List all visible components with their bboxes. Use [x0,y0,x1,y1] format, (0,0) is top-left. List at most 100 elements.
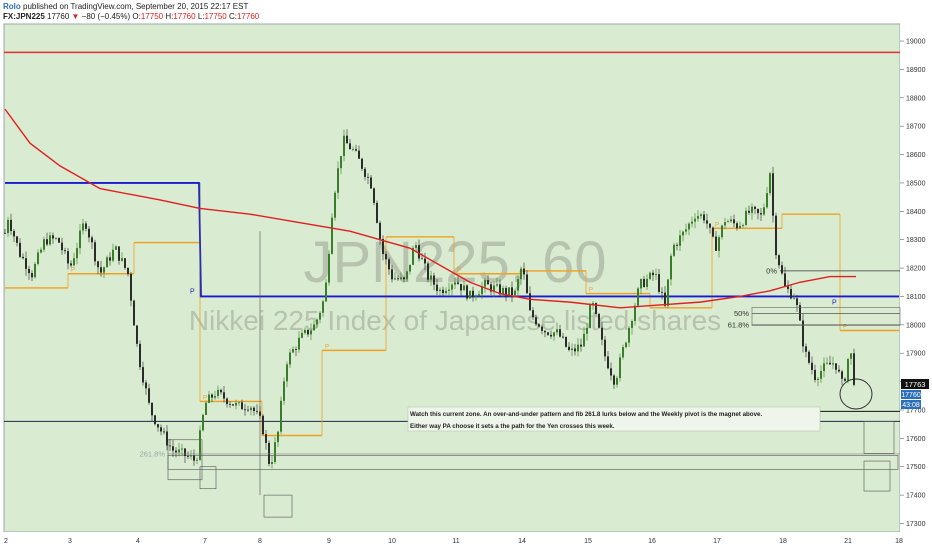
candle-body [379,222,381,239]
candle-body [343,135,345,157]
current-price-value: 17763 [905,380,926,389]
candle-body [385,254,387,260]
candle-body [847,358,849,381]
candle-body [286,364,288,382]
candle-body [691,221,693,224]
candle-body [166,431,168,446]
open-value: 17750 [140,12,164,21]
pivot-marker: P [71,268,75,274]
candle-body [811,362,813,370]
price-axis[interactable] [900,24,932,532]
candle-body [346,135,348,144]
y-tick-label: 17900 [906,351,926,358]
candle-body [538,324,540,327]
candle-body [34,263,36,278]
candle-body [706,220,708,224]
candle-body [253,407,255,412]
candle-body [784,273,786,287]
change-value: −80 (−0.45%) [81,12,131,21]
candle-body [553,332,555,337]
candle-body [499,284,501,295]
candle-body [646,278,648,287]
time-axis[interactable] [0,532,932,550]
x-tick-label: 10 [388,538,396,545]
candle-body [769,173,771,194]
pivot-marker: P [203,395,207,401]
candle-body [37,252,39,264]
candle-body [544,330,546,333]
candle-body [667,279,669,306]
open-label: O: [132,12,141,21]
candle-body [463,285,465,291]
candle-body [73,258,75,266]
candle-body [70,263,72,266]
candle-body [820,371,822,379]
candle-body [235,402,237,406]
candle-body [103,267,105,273]
candle-body [670,255,672,280]
x-tick-label: 16 [648,538,656,545]
plot-area[interactable] [3,23,901,533]
weekly-pivot-marker: P [190,288,195,295]
chart-header: Rolo published on TradingView.com, Septe… [3,2,259,22]
candle-body [412,247,414,265]
candle-body [169,445,171,447]
candle-body [853,353,855,385]
published-info: published on TradingView.com, September … [23,2,249,11]
candle-body [457,282,459,285]
candle-body [535,317,537,325]
candle-body [76,248,78,259]
y-tick-label: 19000 [906,39,926,46]
x-tick-label: 18 [895,538,903,545]
x-tick-label: 8 [258,538,262,545]
candle-body [676,244,678,246]
x-tick-label: 18 [779,538,787,545]
symbol-label[interactable]: FX:JPN225 [3,12,45,21]
author-name[interactable]: Rolo [3,2,21,11]
candle-body [589,305,591,328]
candle-body [358,150,360,159]
x-tick-label: 14 [518,538,526,545]
candle-body [307,329,309,335]
candle-body [94,242,96,262]
candle-body [739,225,741,229]
candle-body [835,363,837,370]
candle-body [46,239,48,245]
candle-body [280,400,282,432]
candle-body [526,274,528,294]
high-label: H: [165,12,174,21]
fib-label: 50% [734,309,749,318]
highlight-box [167,455,899,470]
candle-body [328,253,330,283]
annotation-box[interactable] [407,406,821,432]
candle-body [511,287,513,296]
candle-body [721,225,723,238]
candle-body [355,149,357,151]
candle-body [466,285,468,299]
candle-body [775,215,777,256]
candle-body [295,349,297,350]
candle-body [211,394,213,398]
candle-body [748,210,750,213]
pivot-marker: P [457,268,461,274]
candle-body [640,278,642,289]
candle-body [814,369,816,381]
x-tick-label: 21 [844,538,852,545]
candle-body [388,259,390,270]
candle-body [613,375,615,385]
x-tick-label: 2 [4,538,8,545]
candle-body [193,455,195,461]
candle-body [541,326,543,331]
candle-body [631,321,633,328]
candle-body [460,284,462,291]
candle-body [301,332,303,338]
candle-body [247,409,249,411]
candle-body [406,271,408,280]
candle-body [583,333,585,347]
candle-body [397,278,399,280]
candle-body [133,300,135,326]
candle-body [688,223,690,230]
candle-body [205,402,207,415]
candle-body [265,434,267,443]
